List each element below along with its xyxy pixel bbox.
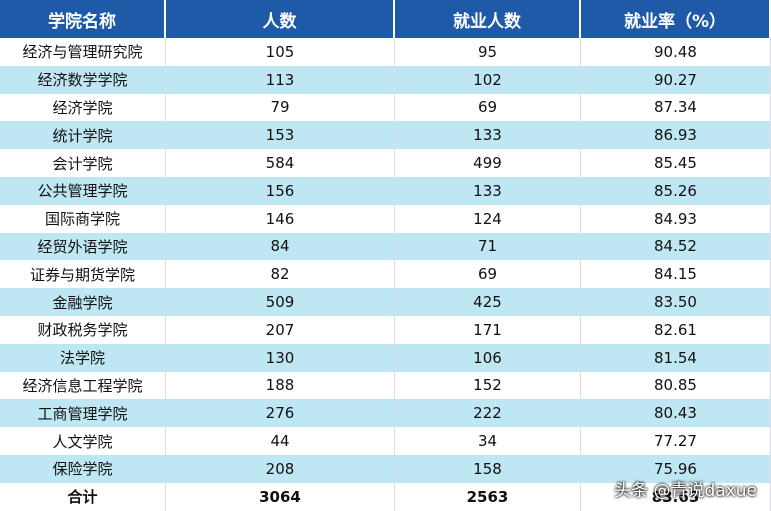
table-cell: 425 (395, 288, 581, 316)
table-row: 统计学院 153 133 86.93 (0, 121, 771, 150)
table-cell: 统计学院 (0, 121, 166, 150)
table-cell: 87.34 (581, 93, 771, 122)
table-cell: 113 (166, 65, 395, 94)
table-row: 经济数学学院 113 102 90.27 (0, 65, 771, 94)
table-cell: 人文学院 (0, 427, 166, 455)
table-cell: 102 (395, 65, 581, 94)
table-cell: 85.45 (581, 149, 771, 177)
table-cell: 124 (395, 204, 581, 233)
table-cell: 499 (395, 149, 581, 177)
table-row: 经济学院 79 69 87.34 (0, 93, 771, 122)
table-row: 经贸外语学院 84 71 84.52 (0, 232, 771, 261)
table-cell: 171 (395, 315, 581, 344)
table-cell: 经济学院 (0, 93, 166, 122)
table-cell: 222 (395, 399, 581, 428)
table-cell: 经济与管理研究院 (0, 38, 166, 66)
table-cell: 证券与期货学院 (0, 260, 166, 289)
table-cell: 69 (395, 93, 581, 122)
table-cell: 84 (166, 232, 395, 261)
table-cell: 金融学院 (0, 288, 166, 316)
table-cell: 106 (395, 343, 581, 372)
table-cell: 208 (166, 454, 395, 483)
table-cell: 146 (166, 204, 395, 233)
header-cell: 学院名称 (0, 0, 166, 38)
table-row: 会计学院 584 499 85.45 (0, 149, 771, 177)
table-row: 财政税务学院 207 171 82.61 (0, 315, 771, 344)
table-cell: 509 (166, 288, 395, 316)
table-cell: 84.93 (581, 204, 771, 233)
table-row: 金融学院 509 425 83.50 (0, 288, 771, 316)
table-cell: 207 (166, 315, 395, 344)
watermark: 头条 @青说daxue (614, 481, 757, 501)
table-cell: 152 (395, 371, 581, 400)
table-cell: 80.85 (581, 371, 771, 400)
header-cell: 人数 (166, 0, 395, 38)
table-cell: 经济信息工程学院 (0, 371, 166, 400)
table-cell: 82.61 (581, 315, 771, 344)
table-cell: 合计 (0, 482, 166, 511)
table-cell: 84.52 (581, 232, 771, 261)
table-row: 工商管理学院 276 222 80.43 (0, 399, 771, 428)
table-cell: 44 (166, 427, 395, 455)
table-cell: 2563 (395, 482, 581, 511)
table-cell: 82 (166, 260, 395, 289)
table-cell: 79 (166, 93, 395, 122)
table-row: 法学院 130 106 81.54 (0, 343, 771, 372)
table-cell: 工商管理学院 (0, 399, 166, 428)
table-cell: 经贸外语学院 (0, 232, 166, 261)
table-cell: 84.15 (581, 260, 771, 289)
table-cell: 276 (166, 399, 395, 428)
table-cell: 153 (166, 121, 395, 150)
table-cell: 105 (166, 38, 395, 66)
table-row: 人文学院 44 34 77.27 (0, 427, 771, 455)
table-cell: 会计学院 (0, 149, 166, 177)
header-cell: 就业率（%） (581, 0, 771, 38)
table-cell: 156 (166, 176, 395, 205)
table-cell: 国际商学院 (0, 204, 166, 233)
header-cell: 就业人数 (395, 0, 581, 38)
table-cell: 85.26 (581, 176, 771, 205)
table-row: 经济信息工程学院 188 152 80.85 (0, 371, 771, 400)
table-cell: 77.27 (581, 427, 771, 455)
table-cell: 95 (395, 38, 581, 66)
table-cell: 公共管理学院 (0, 176, 166, 205)
table-cell: 133 (395, 176, 581, 205)
table-row: 学院名称 人数 就业人数 就业率（%） (0, 0, 771, 38)
table-cell: 3064 (166, 482, 395, 511)
table-cell: 80.43 (581, 399, 771, 428)
table-cell: 法学院 (0, 343, 166, 372)
table-cell: 71 (395, 232, 581, 261)
table-cell: 69 (395, 260, 581, 289)
table-row: 合计 3064 2563 83.65 (0, 482, 771, 511)
table-row: 证券与期货学院 82 69 84.15 (0, 260, 771, 289)
table-cell: 保险学院 (0, 454, 166, 483)
table-cell: 财政税务学院 (0, 315, 166, 344)
table-cell: 584 (166, 149, 395, 177)
table-row: 经济与管理研究院 105 95 90.48 (0, 38, 771, 66)
table-cell: 83.50 (581, 288, 771, 316)
table-cell: 34 (395, 427, 581, 455)
table-cell: 158 (395, 454, 581, 483)
table-cell: 130 (166, 343, 395, 372)
table-row: 国际商学院 146 124 84.93 (0, 204, 771, 233)
table-cell: 86.93 (581, 121, 771, 150)
table-cell: 133 (395, 121, 581, 150)
table-row: 公共管理学院 156 133 85.26 (0, 176, 771, 205)
table-cell: 90.27 (581, 65, 771, 94)
table-cell: 90.48 (581, 38, 771, 66)
table-cell: 经济数学学院 (0, 65, 166, 94)
table-cell: 188 (166, 371, 395, 400)
table-cell: 81.54 (581, 343, 771, 372)
table-row: 保险学院 208 158 75.96 (0, 454, 771, 483)
